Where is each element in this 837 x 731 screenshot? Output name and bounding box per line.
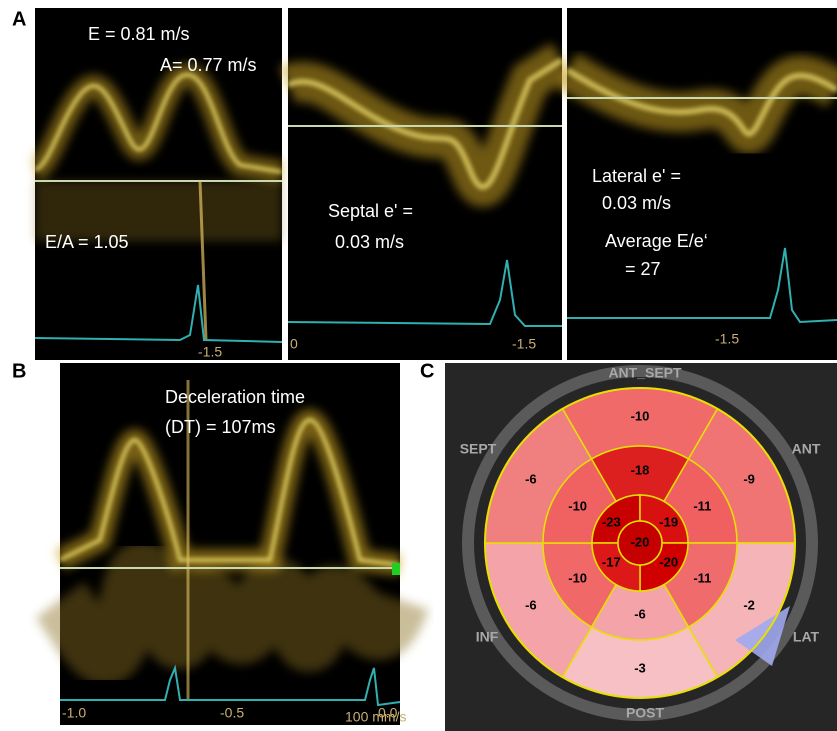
- segment-value: -10: [568, 570, 587, 585]
- scale-label: -1.0: [62, 705, 86, 721]
- panel-label: B: [12, 360, 26, 382]
- segment-value: -11: [693, 570, 711, 585]
- segment-value: -6: [525, 597, 537, 612]
- septal-tissue-image: [288, 8, 562, 360]
- average-value: = 27: [625, 259, 661, 279]
- figure: A E = 0.81 m/s A= 0.77 m/s E/A = 1.05 -1…: [0, 0, 837, 731]
- segment-value: -11: [693, 498, 711, 513]
- dt-value: (DT) = 107ms: [165, 417, 276, 437]
- e-velocity: E = 0.81 m/s: [88, 24, 190, 44]
- segment-value: -19: [659, 514, 678, 529]
- scale-label: -1.5: [198, 344, 222, 360]
- lateral-label: Lateral e' =: [592, 166, 681, 186]
- segment-value: -6: [525, 471, 537, 486]
- wall-label: POST: [626, 705, 665, 721]
- scale-label: -1.5: [715, 331, 739, 347]
- wall-label: SEPT: [460, 441, 497, 457]
- segment-value: -3: [634, 660, 646, 675]
- segment-value: -10: [631, 408, 650, 423]
- speed-label: 100 mm/s: [345, 709, 406, 725]
- septal-label: Septal e' =: [328, 201, 413, 221]
- average-label: Average E/e‘: [605, 231, 708, 251]
- segment-value: -6: [634, 606, 646, 621]
- segment-value: -18: [631, 462, 650, 477]
- e-a-ratio: E/A = 1.05: [45, 232, 129, 252]
- segment-value: -9: [743, 471, 755, 486]
- segment-value: -17: [602, 555, 621, 570]
- segment-value: -20: [659, 555, 678, 570]
- panel-label: C: [420, 360, 434, 382]
- wall-label: INF: [476, 629, 499, 645]
- scale-label: -1.5: [512, 336, 536, 352]
- scale-label: 0: [290, 336, 298, 352]
- wall-label: LAT: [793, 629, 820, 645]
- wall-label: ANT_SEPT: [608, 365, 682, 381]
- lateral-value: 0.03 m/s: [602, 193, 671, 213]
- wall-label: ANT: [792, 441, 821, 457]
- segment-value: -10: [568, 498, 587, 513]
- septal-value: 0.03 m/s: [335, 232, 404, 252]
- segment-value: -2: [743, 597, 755, 612]
- segment-value: -23: [602, 514, 621, 529]
- scale-label: -0.5: [220, 705, 244, 721]
- dt-label: Deceleration time: [165, 387, 305, 407]
- panel-label: A: [12, 8, 26, 30]
- segment-value: -20: [631, 534, 650, 549]
- a-velocity: A= 0.77 m/s: [160, 55, 257, 75]
- page: {"panel_labels": {"a": "A", "b": "B", "c…: [0, 0, 837, 731]
